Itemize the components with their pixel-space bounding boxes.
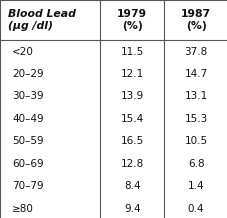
Text: 1979
(%): 1979 (%) (117, 9, 147, 31)
Text: ≥80: ≥80 (12, 204, 34, 214)
Text: Blood Lead
(μg /dl): Blood Lead (μg /dl) (8, 9, 76, 31)
Text: 50–59: 50–59 (12, 136, 44, 146)
Text: 37.8: 37.8 (184, 47, 207, 56)
Text: 10.5: 10.5 (184, 136, 207, 146)
Text: 16.5: 16.5 (120, 136, 143, 146)
Text: 15.3: 15.3 (184, 114, 207, 124)
Text: <20: <20 (12, 47, 34, 56)
Text: 20–29: 20–29 (12, 69, 44, 79)
Text: 15.4: 15.4 (120, 114, 143, 124)
Text: 6.8: 6.8 (187, 159, 203, 169)
Text: 13.9: 13.9 (120, 92, 143, 101)
Text: 30–39: 30–39 (12, 92, 44, 101)
Text: 0.4: 0.4 (187, 204, 203, 214)
Text: 13.1: 13.1 (184, 92, 207, 101)
Text: 12.1: 12.1 (120, 69, 143, 79)
Text: 60–69: 60–69 (12, 159, 44, 169)
Text: 11.5: 11.5 (120, 47, 143, 56)
Text: 70–79: 70–79 (12, 181, 44, 191)
Text: 1.4: 1.4 (187, 181, 203, 191)
Text: 1987
(%): 1987 (%) (180, 9, 210, 31)
Text: 14.7: 14.7 (184, 69, 207, 79)
Text: 8.4: 8.4 (123, 181, 140, 191)
Text: 9.4: 9.4 (123, 204, 140, 214)
Text: 12.8: 12.8 (120, 159, 143, 169)
Text: 40–49: 40–49 (12, 114, 44, 124)
